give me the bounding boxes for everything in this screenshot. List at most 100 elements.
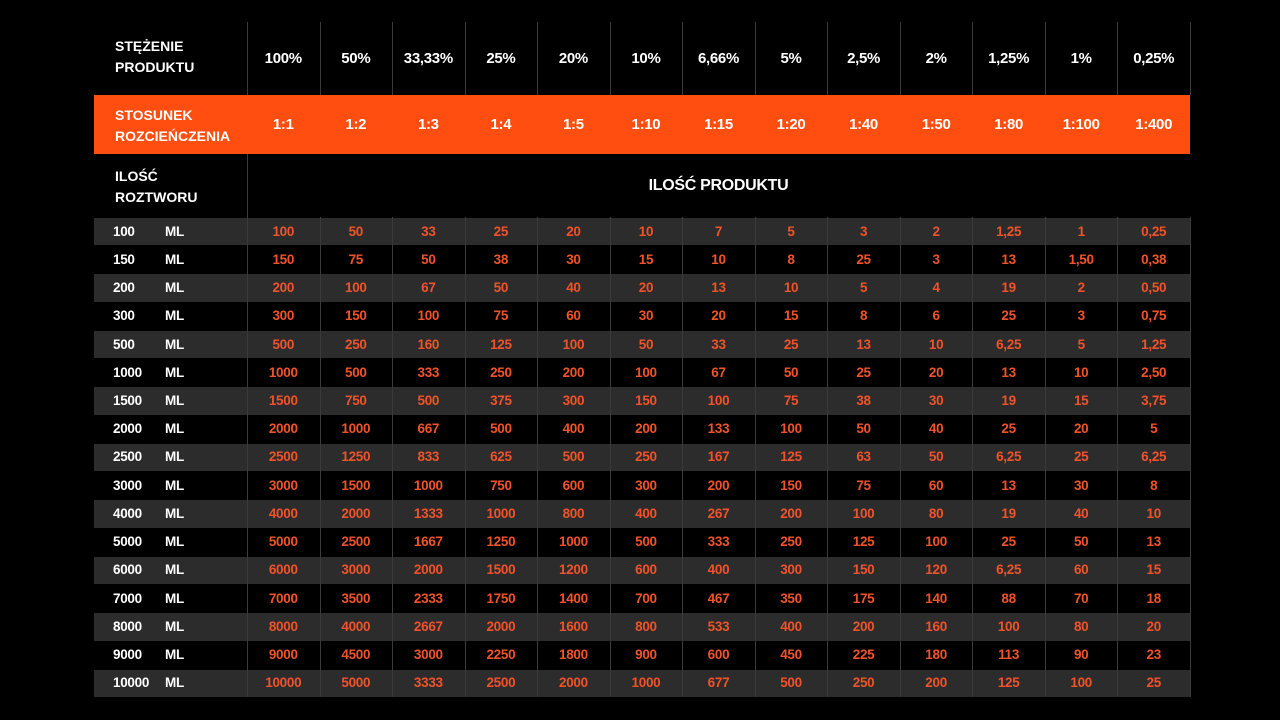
ratio: 1:1 — [272, 116, 294, 133]
product-amount: 1800 — [558, 647, 588, 663]
product-amount: 250 — [344, 336, 367, 352]
product-amount: 300 — [562, 393, 585, 409]
product-amount: 600 — [635, 562, 657, 578]
row-band — [94, 500, 1190, 528]
product-amount: 300 — [780, 562, 802, 578]
product-amount: 375 — [490, 393, 512, 409]
unit: ML — [165, 308, 184, 324]
product-amount: 667 — [417, 421, 440, 437]
product-amount: 50 — [928, 449, 944, 465]
product-amount: 5 — [1150, 421, 1158, 437]
product-amount: 200 — [925, 675, 947, 691]
product-amount: 3000 — [268, 477, 298, 493]
product-amount: 1750 — [486, 590, 516, 606]
column-separator — [609, 217, 611, 697]
product-amount: 750 — [490, 477, 512, 493]
concentration-label: STĘŻENIE — [115, 38, 184, 54]
volume: 1000 — [113, 364, 142, 380]
product-amount: 40 — [928, 421, 944, 437]
unit: ML — [165, 590, 184, 606]
volume: 3000 — [113, 477, 142, 493]
product-amount: 400 — [562, 421, 585, 437]
product-amount: 30 — [566, 251, 581, 267]
product-amount: 75 — [856, 477, 871, 493]
product-amount: 30 — [1073, 477, 1089, 493]
ratio: 1:20 — [776, 116, 806, 133]
product-amount: 500 — [344, 364, 367, 380]
product-amount: 160 — [925, 618, 947, 634]
column-separator — [464, 22, 466, 95]
unit: ML — [165, 449, 184, 465]
product-amount: 250 — [852, 675, 875, 691]
product-amount: 6,25 — [996, 449, 1022, 465]
volume: 6000 — [113, 562, 142, 578]
column-separator — [392, 22, 394, 95]
column-separator — [754, 22, 756, 95]
product-amount: 15 — [1073, 393, 1089, 409]
product-amount: 400 — [707, 562, 730, 578]
volume: 9000 — [113, 647, 142, 663]
product-amount: 8 — [1150, 477, 1158, 493]
product-amount: 2500 — [341, 534, 371, 550]
concentration-label: PRODUKTU — [115, 59, 195, 75]
product-amount: 25 — [856, 364, 871, 380]
ratio: 1:3 — [417, 116, 439, 133]
concentration: 20% — [558, 50, 588, 67]
product-amount: 25 — [493, 223, 509, 239]
concentration: 25% — [486, 50, 516, 67]
concentration: 2,5% — [847, 50, 881, 67]
product-amount: 200 — [272, 280, 295, 296]
product-amount: 4500 — [341, 647, 371, 663]
product-amount: 50 — [856, 421, 871, 437]
product-amount: 2333 — [413, 590, 443, 606]
concentration: 50% — [341, 50, 371, 67]
product-amount: 25 — [1073, 449, 1089, 465]
unit: ML — [165, 421, 184, 437]
product-amount: 40 — [566, 280, 581, 296]
product-amount: 0,38 — [1141, 251, 1167, 267]
volume: 150 — [113, 251, 135, 267]
unit: ML — [165, 393, 184, 409]
product-amount: 267 — [707, 505, 730, 521]
product-amount: 100 — [925, 534, 947, 550]
product-amount: 2000 — [268, 421, 298, 437]
product-amount: 333 — [707, 534, 730, 550]
unit: ML — [165, 336, 184, 352]
product-amount: 50 — [493, 280, 509, 296]
product-amount: 50 — [638, 336, 654, 352]
ratio: 1:50 — [921, 116, 951, 133]
product-amount: 2667 — [413, 618, 443, 634]
column-separator — [392, 217, 394, 697]
product-amount: 100 — [707, 393, 730, 409]
product-amount: 1600 — [558, 618, 588, 634]
product-amount: 90 — [1073, 647, 1089, 663]
unit: ML — [165, 280, 184, 296]
product-amount: 2000 — [558, 675, 588, 691]
product-amount: 80 — [928, 505, 944, 521]
product-amount: 4000 — [341, 618, 371, 634]
product-amount: 500 — [635, 534, 657, 550]
product-amount: 1200 — [558, 562, 588, 578]
product-amount: 677 — [707, 675, 730, 691]
product-amount: 10 — [711, 251, 726, 267]
unit: ML — [165, 477, 184, 493]
ratio: 1:15 — [704, 116, 733, 133]
product-amount: 3000 — [341, 562, 371, 578]
product-amount: 0,25 — [1141, 223, 1167, 239]
unit: ML — [165, 675, 184, 691]
column-separator — [319, 22, 321, 95]
product-amount: 4 — [932, 280, 941, 296]
product-amount: 25 — [783, 336, 799, 352]
ratio-label: ROZCIEŃCZENIA — [115, 128, 231, 144]
product-amount: 23 — [1146, 647, 1162, 663]
volume: 2500 — [113, 449, 142, 465]
product-amount: 6000 — [268, 562, 298, 578]
product-amount: 25 — [1001, 421, 1016, 437]
product-amount: 20 — [711, 308, 726, 324]
product-amount: 2000 — [413, 562, 443, 578]
product-amount: 18 — [1146, 590, 1162, 606]
product-amount: 60 — [566, 308, 581, 324]
product-amount: 160 — [417, 336, 440, 352]
column-separator — [972, 22, 974, 95]
product-amount: 6,25 — [1141, 449, 1167, 465]
